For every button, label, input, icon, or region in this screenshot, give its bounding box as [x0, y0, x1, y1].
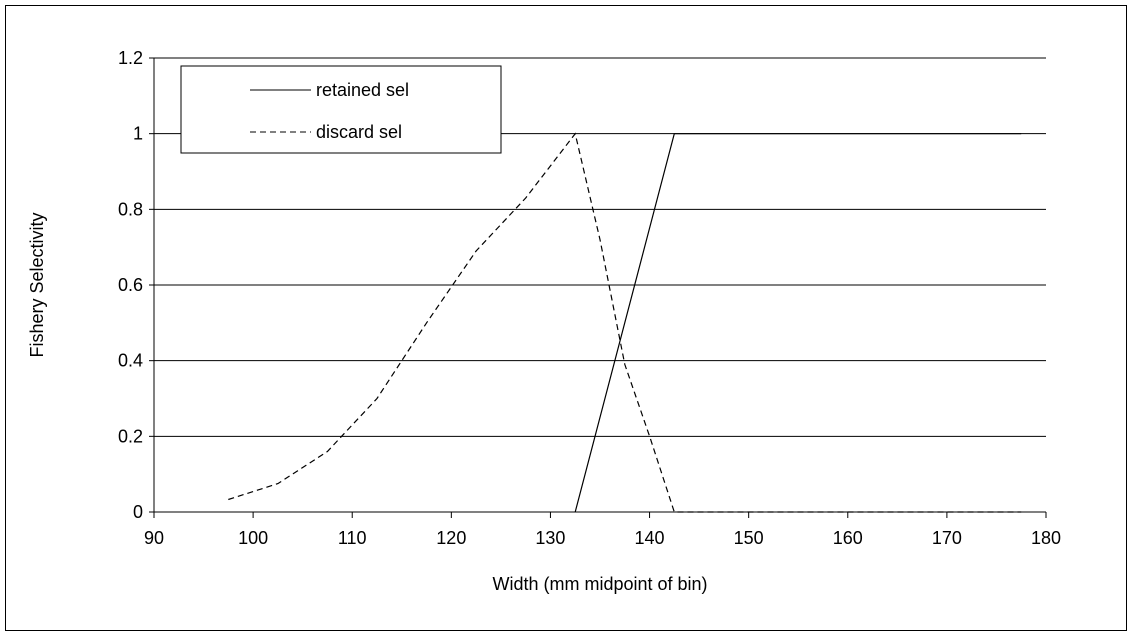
y-tick-label: 0.2: [118, 426, 143, 446]
x-tick-label: 150: [734, 528, 764, 548]
x-tick-label: 140: [635, 528, 665, 548]
legend-label-retained: retained sel: [316, 80, 409, 100]
series-lines: [228, 132, 1022, 513]
y-tick-label: 0.8: [118, 199, 143, 219]
tick-labels: 0 0.2 0.4 0.6 0.8 1 1.2 90 100 110 120 130 140 150 160…: [118, 48, 1061, 548]
y-tick-label: 1: [133, 124, 143, 144]
axes: [149, 57, 1047, 518]
x-tick-label: 160: [833, 528, 863, 548]
x-tick-label: 90: [144, 528, 164, 548]
x-tick-label: 110: [338, 528, 367, 548]
x-tick-label: 130: [535, 528, 565, 548]
series-retained-line: [574, 133, 1022, 513]
series-discard-line: [228, 132, 1022, 513]
y-tick-label: 1.2: [118, 48, 143, 68]
y-tick-label: 0.4: [118, 351, 143, 371]
x-tick-label: 180: [1031, 528, 1061, 548]
y-tick-label: 0.6: [118, 275, 143, 295]
x-tick-label: 120: [436, 528, 466, 548]
x-tick-label: 100: [238, 528, 268, 548]
y-axis-label: Fishery Selectivity: [27, 212, 47, 357]
legend-label-discard: discard sel: [316, 122, 402, 142]
x-tick-label: 170: [932, 528, 962, 548]
legend-box: [180, 65, 502, 154]
legend: retained sel discard sel: [180, 65, 502, 154]
y-tick-label: 0: [133, 502, 143, 522]
x-axis-label: Width (mm midpoint of bin): [492, 574, 707, 594]
